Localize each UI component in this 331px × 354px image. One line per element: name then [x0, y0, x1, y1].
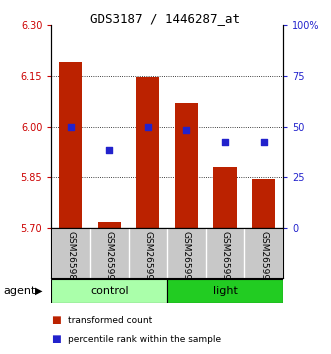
Text: GSM265998: GSM265998 — [143, 231, 152, 286]
Text: ■: ■ — [51, 315, 61, 325]
Text: transformed count: transformed count — [68, 316, 152, 325]
Text: ▶: ▶ — [35, 286, 43, 296]
Text: agent: agent — [3, 286, 36, 296]
Point — [68, 124, 73, 129]
Point — [145, 124, 151, 129]
Text: ■: ■ — [51, 334, 61, 344]
Text: control: control — [90, 286, 128, 296]
Text: GSM265997: GSM265997 — [259, 231, 268, 286]
Point — [107, 148, 112, 153]
Text: percentile rank within the sample: percentile rank within the sample — [68, 335, 221, 344]
Point — [261, 139, 266, 145]
Bar — [175, 103, 198, 228]
Text: GSM265995: GSM265995 — [182, 231, 191, 286]
Bar — [98, 222, 121, 228]
Text: GDS3187 / 1446287_at: GDS3187 / 1446287_at — [90, 12, 241, 25]
Bar — [59, 62, 82, 228]
Text: GSM265984: GSM265984 — [66, 231, 75, 286]
Bar — [213, 167, 237, 228]
Text: light: light — [213, 286, 238, 296]
Bar — [167, 279, 283, 303]
Bar — [51, 279, 167, 303]
Point — [184, 127, 189, 133]
Text: GSM265993: GSM265993 — [105, 231, 114, 286]
Point — [222, 139, 228, 145]
Text: GSM265996: GSM265996 — [220, 231, 230, 286]
Bar — [136, 78, 160, 228]
Bar — [252, 179, 275, 228]
